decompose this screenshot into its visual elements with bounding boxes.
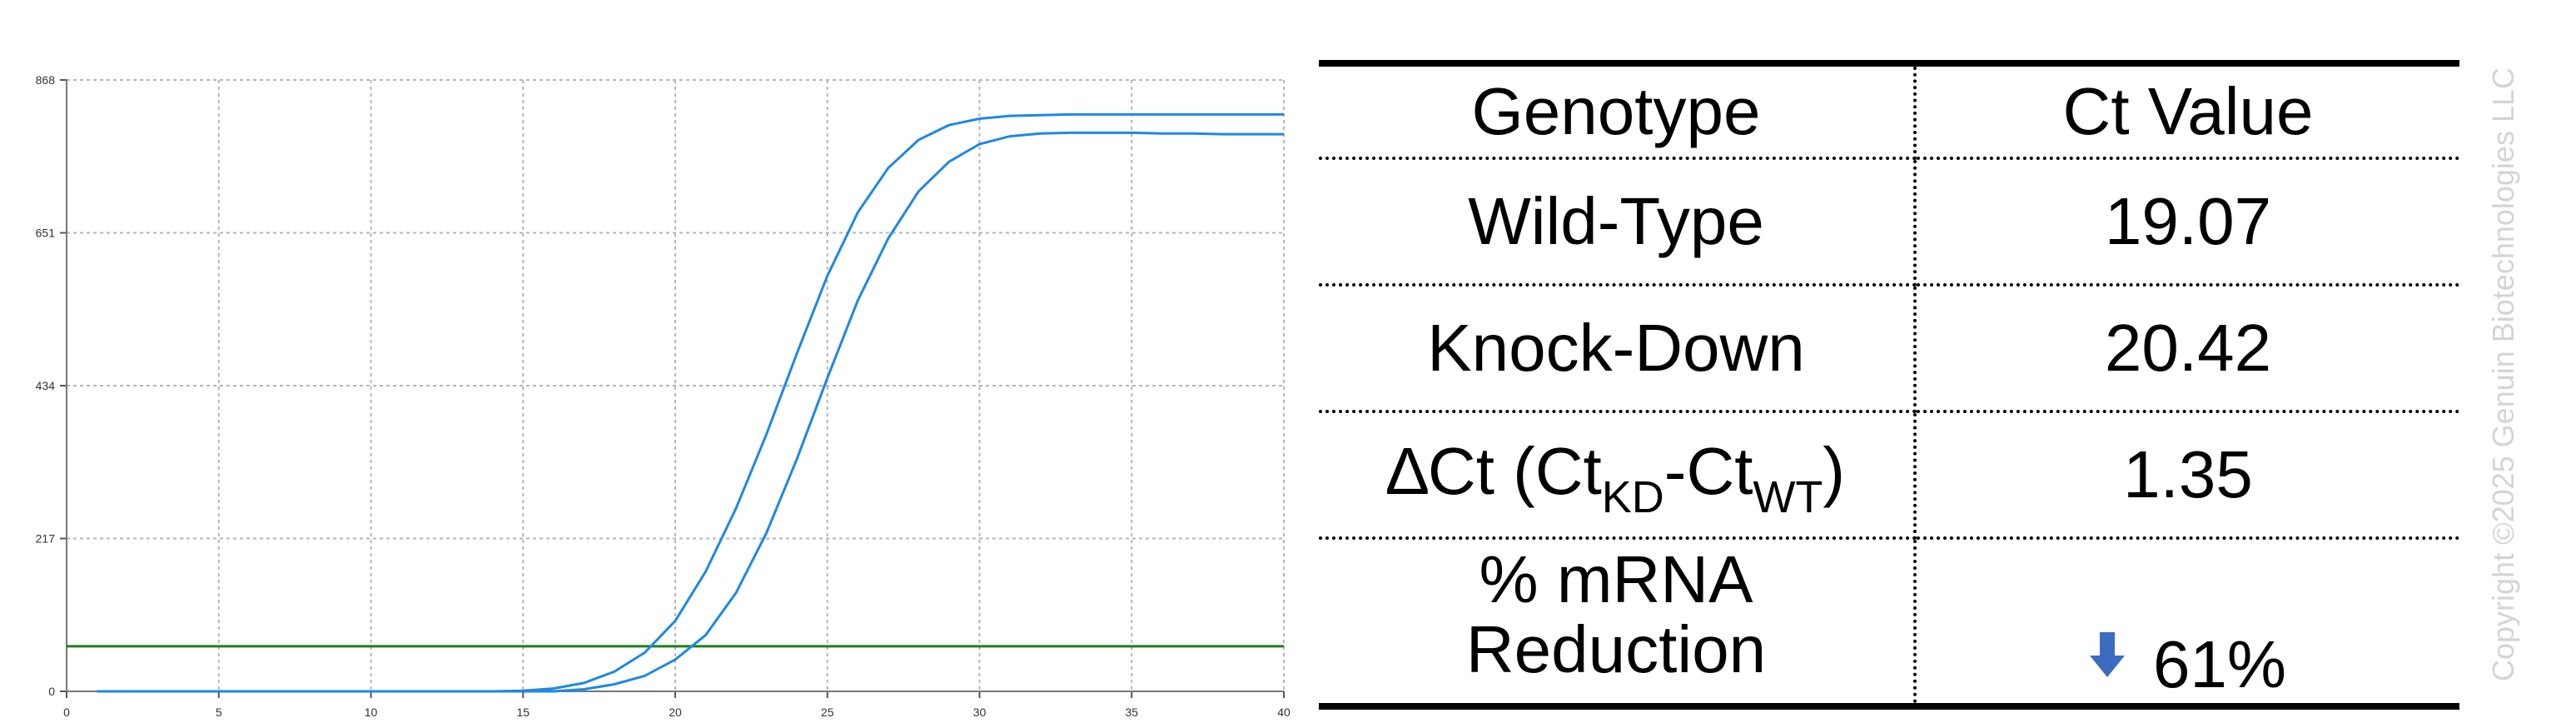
results-table: Genotype Ct Value Wild-Type 19.07 Knock-… [1319,60,2459,710]
table-row-mrna-reduction: % mRNA Reduction 61% [1319,538,2459,710]
mrna-reduction-cell: 61% [1915,538,2459,710]
mrna-reduction-label: % mRNA Reduction [1319,538,1917,710]
amplification-curves [97,112,1284,693]
down-arrow-icon [2089,632,2125,677]
delta-ct-label: ∆Ct (CtKD-CtWT) [1319,411,1917,540]
tick-labels: 0 5 10 15 20 25 30 35 40 0 217 434 651 868 [36,73,1290,719]
x-tick-label: 20 [669,706,682,719]
mrna-reduction-line1: % mRNA [1479,542,1753,616]
x-tick-label: 15 [516,706,530,719]
y-tick-label: 434 [36,379,56,392]
amplification-curve-1 [97,112,1284,693]
table-row-knock-down: Knock-Down 20.42 [1319,285,2459,413]
wild-type-ct: 19.07 [1915,158,2459,287]
axes [60,79,1285,698]
delta-ct-prefix: ∆Ct (Ct [1386,433,1602,508]
delta-ct-value: 1.35 [1915,411,2459,540]
copyright-watermark: Copyright ©2025 Genuin Biotechnologies L… [2486,67,2520,681]
knock-down-label: Knock-Down [1319,285,1917,413]
delta-ct-sub-kd: KD [1601,471,1664,522]
table-row-wild-type: Wild-Type 19.07 [1319,158,2459,287]
x-tick-label: 10 [365,706,378,719]
x-tick-label: 5 [216,706,222,719]
table-row-delta-ct: ∆Ct (CtKD-CtWT) 1.35 [1319,411,2459,540]
header-ct-value: Ct Value [1915,60,2459,160]
mrna-reduction-line2: Reduction [1465,612,1767,686]
y-tick-label: 217 [36,532,56,546]
x-tick-label: 25 [821,706,834,719]
knock-down-ct: 20.42 [1915,285,2459,413]
amplification-curve-2 [97,131,1284,693]
y-tick-label: 651 [36,227,56,240]
y-tick-label: 868 [36,73,56,87]
delta-ct-mid: -Ct [1663,433,1753,508]
table-header-row: Genotype Ct Value [1319,60,2459,160]
x-tick-label: 30 [973,706,987,719]
x-tick-label: 35 [1125,706,1138,719]
y-tick-label: 0 [48,685,55,698]
x-tick-label: 40 [1277,706,1290,719]
amplification-plot: 0 5 10 15 20 25 30 35 40 0 217 434 651 868 [36,73,1290,719]
mrna-reduction-value: 61% [2152,627,2287,701]
grid-lines [67,79,1285,691]
delta-ct-suffix: ) [1823,433,1846,508]
x-tick-label: 0 [63,706,70,719]
wild-type-label: Wild-Type [1319,158,1917,287]
ct-results-table: Genotype Ct Value Wild-Type 19.07 Knock-… [1319,60,2459,710]
header-genotype: Genotype [1319,60,1917,160]
delta-ct-sub-wt: WT [1753,471,1823,522]
